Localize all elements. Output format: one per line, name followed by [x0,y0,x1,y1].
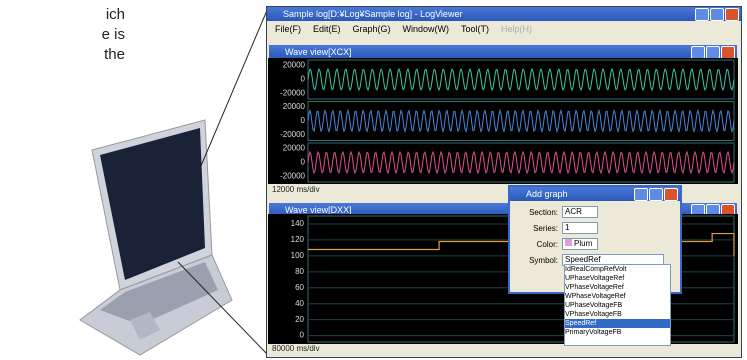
field-label: Series: [510,224,562,233]
y-tick-label: 0 [301,116,306,125]
dialog-title: Add graph [510,187,680,201]
menu-item[interactable]: Tool(T) [461,24,489,34]
time-scale: 12000 ms/div [272,185,320,194]
combo-value: SpeedRef [565,255,601,264]
window-title: Sample log[D:¥Log¥Sample log] - LogViewe… [267,7,741,21]
combo-value: 1 [565,223,569,232]
y-tick-label: 60 [295,283,304,292]
field-row: Section:ACR [510,204,680,220]
combo-value: Plum [574,239,592,248]
combo-value: ACR [565,207,582,216]
list-option[interactable]: SpeedRef [565,319,670,328]
y-tick-label: 140 [291,219,305,228]
y-tick-label: 20000 [283,144,306,153]
title-text: Add graph [526,189,568,199]
field-label: Section: [510,208,562,217]
menu-item[interactable]: Graph(G) [353,24,391,34]
list-option[interactable]: UPhaseVoltageFB [565,301,670,310]
field-label: Color: [510,240,562,249]
y-tick-label: -20000 [280,89,305,98]
y-tick-label: 20 [295,315,304,324]
y-tick-label: -20000 [280,172,305,181]
wave-view-title: Wave view[XCX] [269,45,737,59]
title-text: Sample log[D:¥Log¥Sample log] - LogViewe… [283,9,462,19]
menu-item[interactable]: Edit(E) [313,24,341,34]
time-scale: 80000 ms/div [272,344,320,353]
combo-box[interactable]: ACR [562,206,598,218]
menu-item[interactable]: Help(H) [501,24,532,34]
y-tick-label: 0 [301,75,306,84]
menu-bar: File(F) Edit(E) Graph(G) Window(W) Tool(T) He… [267,21,741,37]
y-tick-label: 20000 [283,102,306,111]
y-tick-label: 0 [300,331,305,340]
y-tick-label: 20000 [283,61,306,70]
field-row: Series:1 [510,220,680,236]
y-tick-label: 80 [295,267,304,276]
combo-box[interactable]: 1 [562,222,598,234]
menu-item[interactable]: Window(W) [403,24,450,34]
menu-item[interactable]: File(F) [275,24,301,34]
page: ich e is the Sample log[D:¥Log¥Sample lo… [0,0,747,360]
list-option[interactable]: VPhaseVoltageRef [565,283,670,292]
y-tick-label: -20000 [280,130,305,139]
list-option[interactable]: PrimaryVoltageFB [565,328,670,337]
list-option[interactable]: VPhaseVoltageFB [565,310,670,319]
list-option[interactable]: WPhaseVoltageRef [565,292,670,301]
field-row: Color: Plum [510,236,680,252]
y-tick-label: 100 [291,251,305,260]
color-swatch [565,239,572,246]
title-text: Wave view[XCX] [285,47,352,57]
y-tick-label: 40 [295,299,304,308]
combo-box[interactable]: Plum [562,238,598,250]
y-tick-label: 120 [291,235,305,244]
y-tick-label: 0 [301,158,306,167]
list-option[interactable]: IdRealCompRefVolt [565,265,670,274]
field-label: Symbol: [510,256,562,265]
list-option[interactable]: UPhaseVoltageRef [565,274,670,283]
